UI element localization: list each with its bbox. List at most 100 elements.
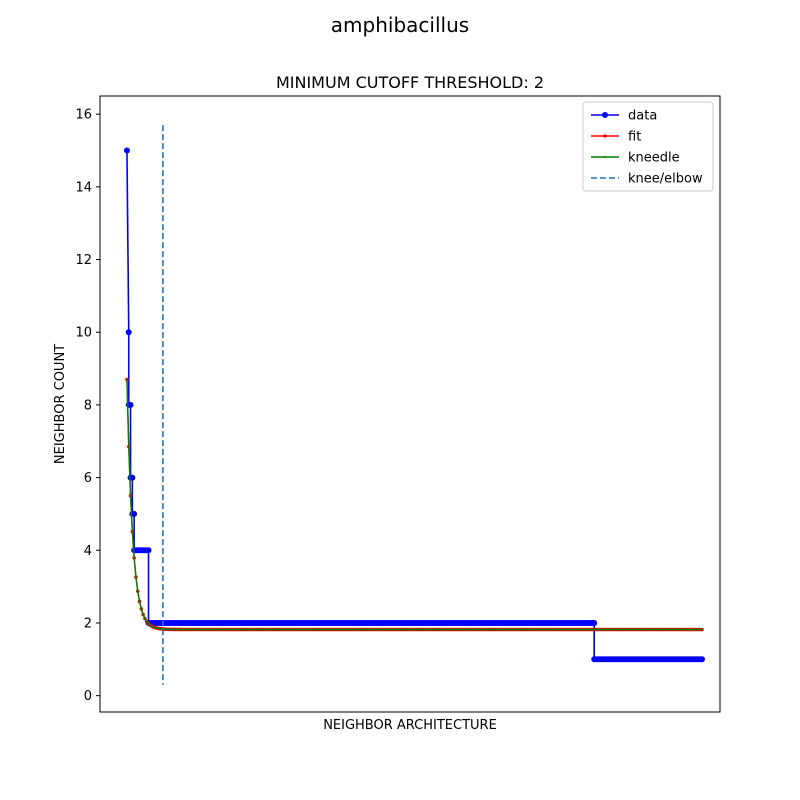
kneedle-point: [300, 628, 303, 631]
kneedle-point: [605, 628, 608, 631]
kneedle-point: [537, 628, 540, 631]
y-tick-label: 12: [75, 253, 92, 268]
kneedle-point: [532, 628, 535, 631]
kneedle-point: [401, 628, 403, 631]
kneedle-point: [154, 626, 157, 629]
kneedle-point: [530, 628, 533, 631]
kneedle-point: [600, 628, 603, 631]
kneedle-point: [665, 628, 667, 631]
kneedle-point: [312, 628, 315, 631]
kneedle-point: [392, 628, 394, 631]
kneedle-point: [309, 628, 312, 631]
kneedle-point: [327, 628, 330, 631]
kneedle-point: [480, 628, 482, 631]
kneedle-point: [666, 628, 669, 631]
kneedle-point: [596, 628, 599, 631]
kneedle-point: [640, 628, 642, 631]
kneedle-point: [693, 628, 696, 631]
kneedle-point: [142, 613, 145, 616]
kneedle-point: [390, 628, 393, 631]
kneedle-point: [436, 628, 439, 631]
kneedle-point: [555, 628, 558, 631]
kneedle-point: [264, 628, 267, 631]
kneedle-point: [129, 494, 132, 497]
kneedle-point: [343, 628, 346, 631]
kneedle-point: [228, 628, 231, 631]
kneedle-point: [395, 628, 398, 631]
kneedle-point: [406, 628, 409, 631]
kneedle-point: [431, 628, 434, 631]
kneedle-point: [677, 628, 680, 631]
kneedle-point: [508, 628, 511, 631]
kneedle-point: [377, 628, 380, 631]
kneedle-point: [133, 556, 136, 559]
kneedle-point: [370, 628, 373, 631]
kneedle-point: [652, 628, 655, 631]
series-data: [123, 147, 706, 663]
kneedle-point: [582, 628, 585, 631]
kneedle-point: [271, 628, 274, 631]
y-axis-label: NEIGHBOR COUNT: [53, 344, 68, 464]
kneedle-point: [241, 628, 243, 631]
kneedle-point: [695, 628, 698, 631]
kneedle-point: [429, 628, 432, 631]
kneedle-point: [636, 628, 639, 631]
kneedle-point: [611, 628, 614, 631]
kneedle-point: [503, 628, 506, 631]
kneedle-point: [127, 445, 130, 448]
kneedle-point: [674, 628, 676, 631]
kneedle-point: [481, 628, 484, 631]
kneedle-point: [657, 628, 660, 631]
kneedle-point: [521, 628, 524, 631]
kneedle-point: [149, 624, 152, 627]
kneedle-point: [472, 628, 475, 631]
kneedle-point: [336, 628, 339, 631]
kneedle-point: [197, 628, 200, 631]
kneedle-point: [620, 628, 623, 631]
kneedle-point: [397, 628, 400, 631]
chart-title: MINIMUM CUTOFF THRESHOLD: 2: [276, 73, 544, 92]
kneedle-point: [212, 628, 215, 631]
kneedle-point: [289, 628, 292, 631]
kneedle-point: [409, 628, 412, 631]
kneedle-point: [675, 628, 678, 631]
kneedle-point: [690, 628, 693, 631]
kneedle-point: [384, 628, 387, 631]
kneedle-point: [539, 628, 542, 631]
kneedle-point: [435, 628, 437, 631]
legend-marker: [604, 156, 606, 158]
kneedle-point: [246, 628, 249, 631]
kneedle-point: [668, 628, 671, 631]
kneedle-point: [329, 628, 331, 631]
kneedle-point: [692, 628, 694, 631]
kneedle-point: [638, 628, 641, 631]
kneedle-point: [323, 628, 326, 631]
kneedle-point: [469, 628, 472, 631]
kneedle-point: [542, 628, 545, 631]
kneedle-point: [476, 628, 479, 631]
kneedle-point: [174, 628, 177, 631]
kneedle-point: [138, 600, 141, 603]
kneedle-point: [686, 628, 689, 631]
y-tick-label: 2: [84, 616, 92, 631]
data-point: [145, 547, 152, 554]
kneedle-point: [194, 628, 197, 631]
legend-label: kneedle: [628, 151, 680, 166]
kneedle-point: [654, 628, 657, 631]
kneedle-point: [140, 608, 143, 610]
kneedle-point: [259, 628, 261, 631]
kneedle-point: [196, 628, 198, 631]
kneedle-point: [232, 628, 234, 631]
legend-marker: [603, 134, 607, 138]
kneedle-point: [622, 628, 624, 631]
legend-item: fit: [591, 130, 641, 145]
data-point: [591, 619, 598, 626]
kneedle-point: [345, 628, 348, 631]
kneedle-point: [188, 628, 191, 631]
kneedle-point: [352, 628, 355, 631]
data-point: [125, 329, 132, 336]
kneedle-point: [413, 628, 416, 631]
kneedle-point: [623, 628, 626, 631]
kneedle-point: [499, 628, 502, 631]
kneedle-point: [580, 628, 583, 631]
